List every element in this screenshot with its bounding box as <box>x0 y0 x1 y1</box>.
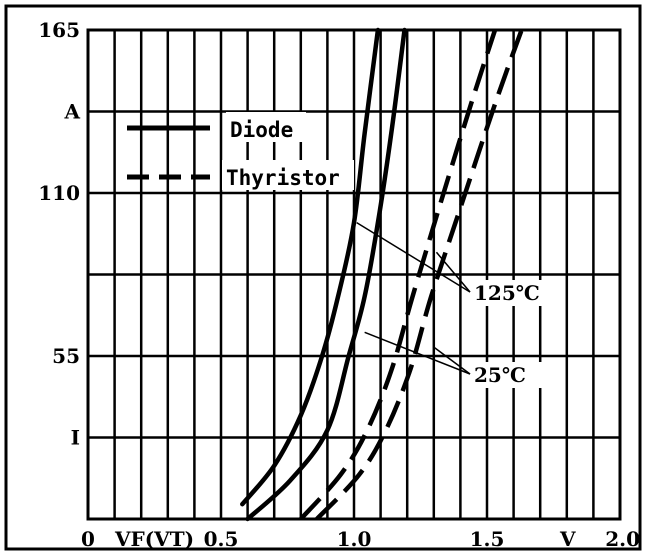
x-axis-unit: V <box>559 527 576 551</box>
plot-border <box>86 28 622 521</box>
curves <box>240 27 524 522</box>
annotation-label-bg <box>472 280 542 306</box>
annotation-leader-line <box>356 221 471 293</box>
y-tick-label: 55 <box>52 344 80 368</box>
x-tick-label: 2.0 <box>605 527 640 551</box>
annotations: 125℃ 25℃ <box>356 221 542 388</box>
y-tick-label: I <box>71 426 80 450</box>
series-line-diode-125c <box>240 27 381 507</box>
annotation-label: 125℃ <box>474 281 540 305</box>
y-tick-labels: 165 A 110 55 I <box>38 18 80 450</box>
annotation-label-bg <box>472 362 542 388</box>
legend-label-thyristor: Thyristor <box>226 166 340 190</box>
x-tick-label: 1.5 <box>470 527 505 551</box>
legend-label-diode: Diode <box>230 118 293 142</box>
outer-frame <box>4 4 642 551</box>
y-tick-label: 110 <box>38 181 80 205</box>
series-line-diode-25c <box>245 27 407 522</box>
annotation-leader-line <box>364 331 471 375</box>
annotation-label: 25℃ <box>474 363 526 387</box>
annotation-leader-line <box>435 251 471 293</box>
x-tick-label: 0 <box>81 527 95 551</box>
x-axis-label: VF(VT) <box>114 527 194 551</box>
x-tick-labels: 0 0.5 1.0 1.5 2.0 <box>81 527 640 551</box>
series-line-thyristor-125c <box>299 29 498 521</box>
y-tick-label: 165 <box>38 18 80 42</box>
legend: Diode Thyristor <box>127 112 354 190</box>
x-tick-label: 1.0 <box>337 527 372 551</box>
legend-label-bg-thyristor <box>222 160 354 190</box>
series-line-thyristor-25c <box>315 29 524 521</box>
x-tick-label: 0.5 <box>204 527 239 551</box>
legend-label-bg-diode <box>226 112 306 142</box>
grid <box>88 30 620 519</box>
y-tick-label: A <box>63 100 80 124</box>
x-axis-label-text: VF(VT) <box>114 527 194 551</box>
annotation-leader-line <box>433 346 471 375</box>
